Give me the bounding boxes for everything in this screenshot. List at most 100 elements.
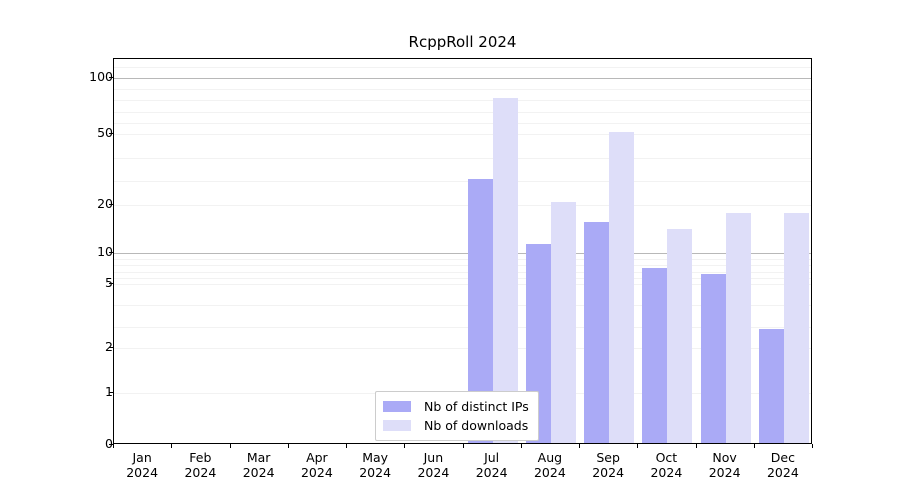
x-tick-year: 2024 [650,465,683,480]
x-tick-year: 2024 [242,465,275,480]
x-axis-tick-label: Jan 2024 [126,450,158,480]
x-axis-tick-mark [812,444,814,448]
y-axis-tick-label: 10 [97,244,113,259]
legend-item-label: Nb of distinct IPs [424,398,529,414]
x-axis-tick-mark [230,444,232,448]
gridline-minor [114,89,811,90]
x-tick-year: 2024 [533,465,566,480]
gridline-minor [114,278,811,279]
bar-downloads [783,212,809,443]
x-tick-month: Dec [770,450,795,465]
x-tick-month: Oct [655,450,678,465]
x-tick-year: 2024 [592,465,625,480]
x-tick-year: 2024 [417,465,450,480]
x-axis-tick-label: May 2024 [359,450,391,480]
y-axis-tick-label: 50 [97,125,113,140]
y-axis-tick-label: 5 [71,276,113,289]
x-axis-tick-mark [696,444,698,448]
bar-distinct-ips [700,273,726,443]
gridline-minor [114,348,811,349]
x-axis-tick-label: Oct 2024 [650,450,682,480]
x-tick-month: Jun [423,450,444,465]
y-axis-tick-mark [109,133,113,135]
bar-downloads [550,201,576,443]
x-axis-tick-mark [288,444,290,448]
bar-downloads [667,229,693,443]
legend-color-swatch [383,401,411,412]
gridline-major [114,253,811,254]
y-axis-tick-label: 100 [89,69,113,84]
x-axis-tick-label: Nov 2024 [709,450,741,480]
bar-distinct-ips [642,267,668,443]
x-tick-month: Mar [246,450,271,465]
gridline-minor [114,134,811,135]
x-tick-year: 2024 [300,465,333,480]
y-axis-tick-label: 2 [71,340,113,353]
bar-distinct-ips [758,328,784,443]
y-axis: 0 1 2 5 10 20 50 100 [59,58,113,450]
gridline-minor [114,265,811,266]
y-axis-tick-label: 1 [71,385,113,398]
gridline-minor [114,100,811,101]
x-tick-year: 2024 [475,465,508,480]
gridline-minor [114,327,811,328]
gridline-minor [114,67,811,68]
bar-downloads [492,98,518,443]
x-axis-tick-mark [579,444,581,448]
bar-downloads [725,212,751,443]
y-axis-tick-label: 0 [71,437,113,450]
x-axis-tick-mark [171,444,173,448]
gridline-minor [114,272,811,273]
legend: Nb of distinct IPs Nb of downloads [375,391,539,441]
x-tick-month: Jul [484,450,500,465]
x-axis-tick-label: Feb 2024 [184,450,216,480]
y-axis-tick-mark [109,347,113,349]
gridline-minor [114,205,811,206]
y-axis-tick-mark [109,77,113,79]
x-axis-tick-mark [754,444,756,448]
x-axis-tick-label: Mar 2024 [243,450,275,480]
legend-item: Nb of distinct IPs [383,397,529,416]
x-axis-tick-label: Jun 2024 [417,450,449,480]
gridline-minor [114,112,811,113]
x-axis-tick-mark [637,444,639,448]
x-tick-month: Nov [712,450,737,465]
gridline-minor [114,181,811,182]
x-tick-year: 2024 [359,465,392,480]
x-tick-month: Apr [306,450,328,465]
x-tick-year: 2024 [766,465,799,480]
x-axis-tick-mark [463,444,465,448]
x-tick-year: 2024 [708,465,741,480]
x-tick-month: May [362,450,389,465]
x-tick-year: 2024 [184,465,217,480]
y-axis-tick-label: 20 [97,196,113,211]
x-axis-tick-label: Sep 2024 [592,450,624,480]
gridline-minor [114,305,811,306]
x-tick-year: 2024 [126,465,159,480]
x-tick-month: Sep [596,450,620,465]
plot-area [113,58,812,444]
gridline-minor [114,123,811,124]
x-axis-tick-label: Apr 2024 [301,450,333,480]
y-axis-tick-mark [109,252,113,254]
x-axis: Jan 2024 Feb 2024 Mar 2024 Apr 2024 May 2024 Jun 20… [113,444,814,494]
gridline-major [114,78,811,79]
x-tick-month: Jan [132,450,152,465]
x-axis-tick-mark [404,444,406,448]
x-tick-month: Aug [537,450,563,465]
gridline-minor [114,284,811,285]
y-axis-tick-mark [109,283,113,285]
legend-item-label: Nb of downloads [424,417,529,433]
x-axis-tick-label: Jul 2024 [476,450,508,480]
y-axis-tick-mark [109,204,113,206]
x-axis-tick-label: Dec 2024 [767,450,799,480]
gridline-minor [114,259,811,260]
bar-distinct-ips [584,222,610,443]
legend-color-swatch [383,420,411,431]
gridline-minor [114,158,811,159]
x-axis-tick-mark [521,444,523,448]
y-axis-tick-mark [109,392,113,394]
x-axis-tick-label: Aug 2024 [534,450,566,480]
legend-item: Nb of downloads [383,416,529,435]
